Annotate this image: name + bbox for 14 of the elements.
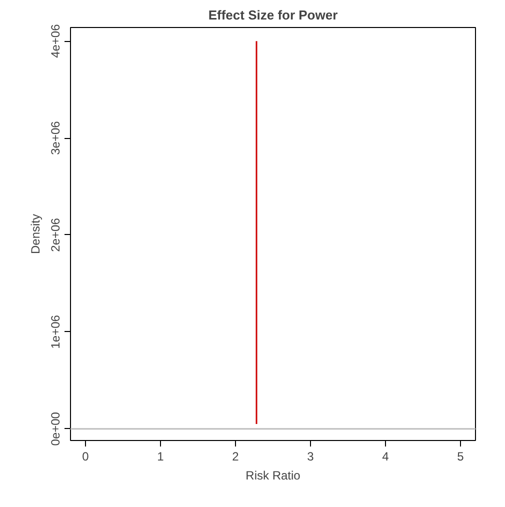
y-axis-title: Density (28, 214, 42, 254)
chart-title: Effect Size for Power (208, 8, 338, 22)
x-axis-title: Risk Ratio (246, 468, 301, 482)
x-tick-label: 4 (382, 450, 390, 464)
x-tick-label: 3 (307, 450, 314, 464)
x-tick-label: 1 (157, 450, 164, 464)
x-tick-label: 0 (82, 450, 90, 464)
y-tick-label: 4e+06 (48, 24, 62, 58)
x-tick-label: 5 (457, 450, 464, 464)
x-tick-label: 2 (232, 450, 240, 464)
y-tick-label: 2e+06 (48, 218, 62, 252)
y-tick-label: 1e+06 (48, 314, 62, 349)
y-tick-label: 3e+06 (48, 120, 62, 155)
y-tick-label: 0e+00 (48, 412, 62, 446)
